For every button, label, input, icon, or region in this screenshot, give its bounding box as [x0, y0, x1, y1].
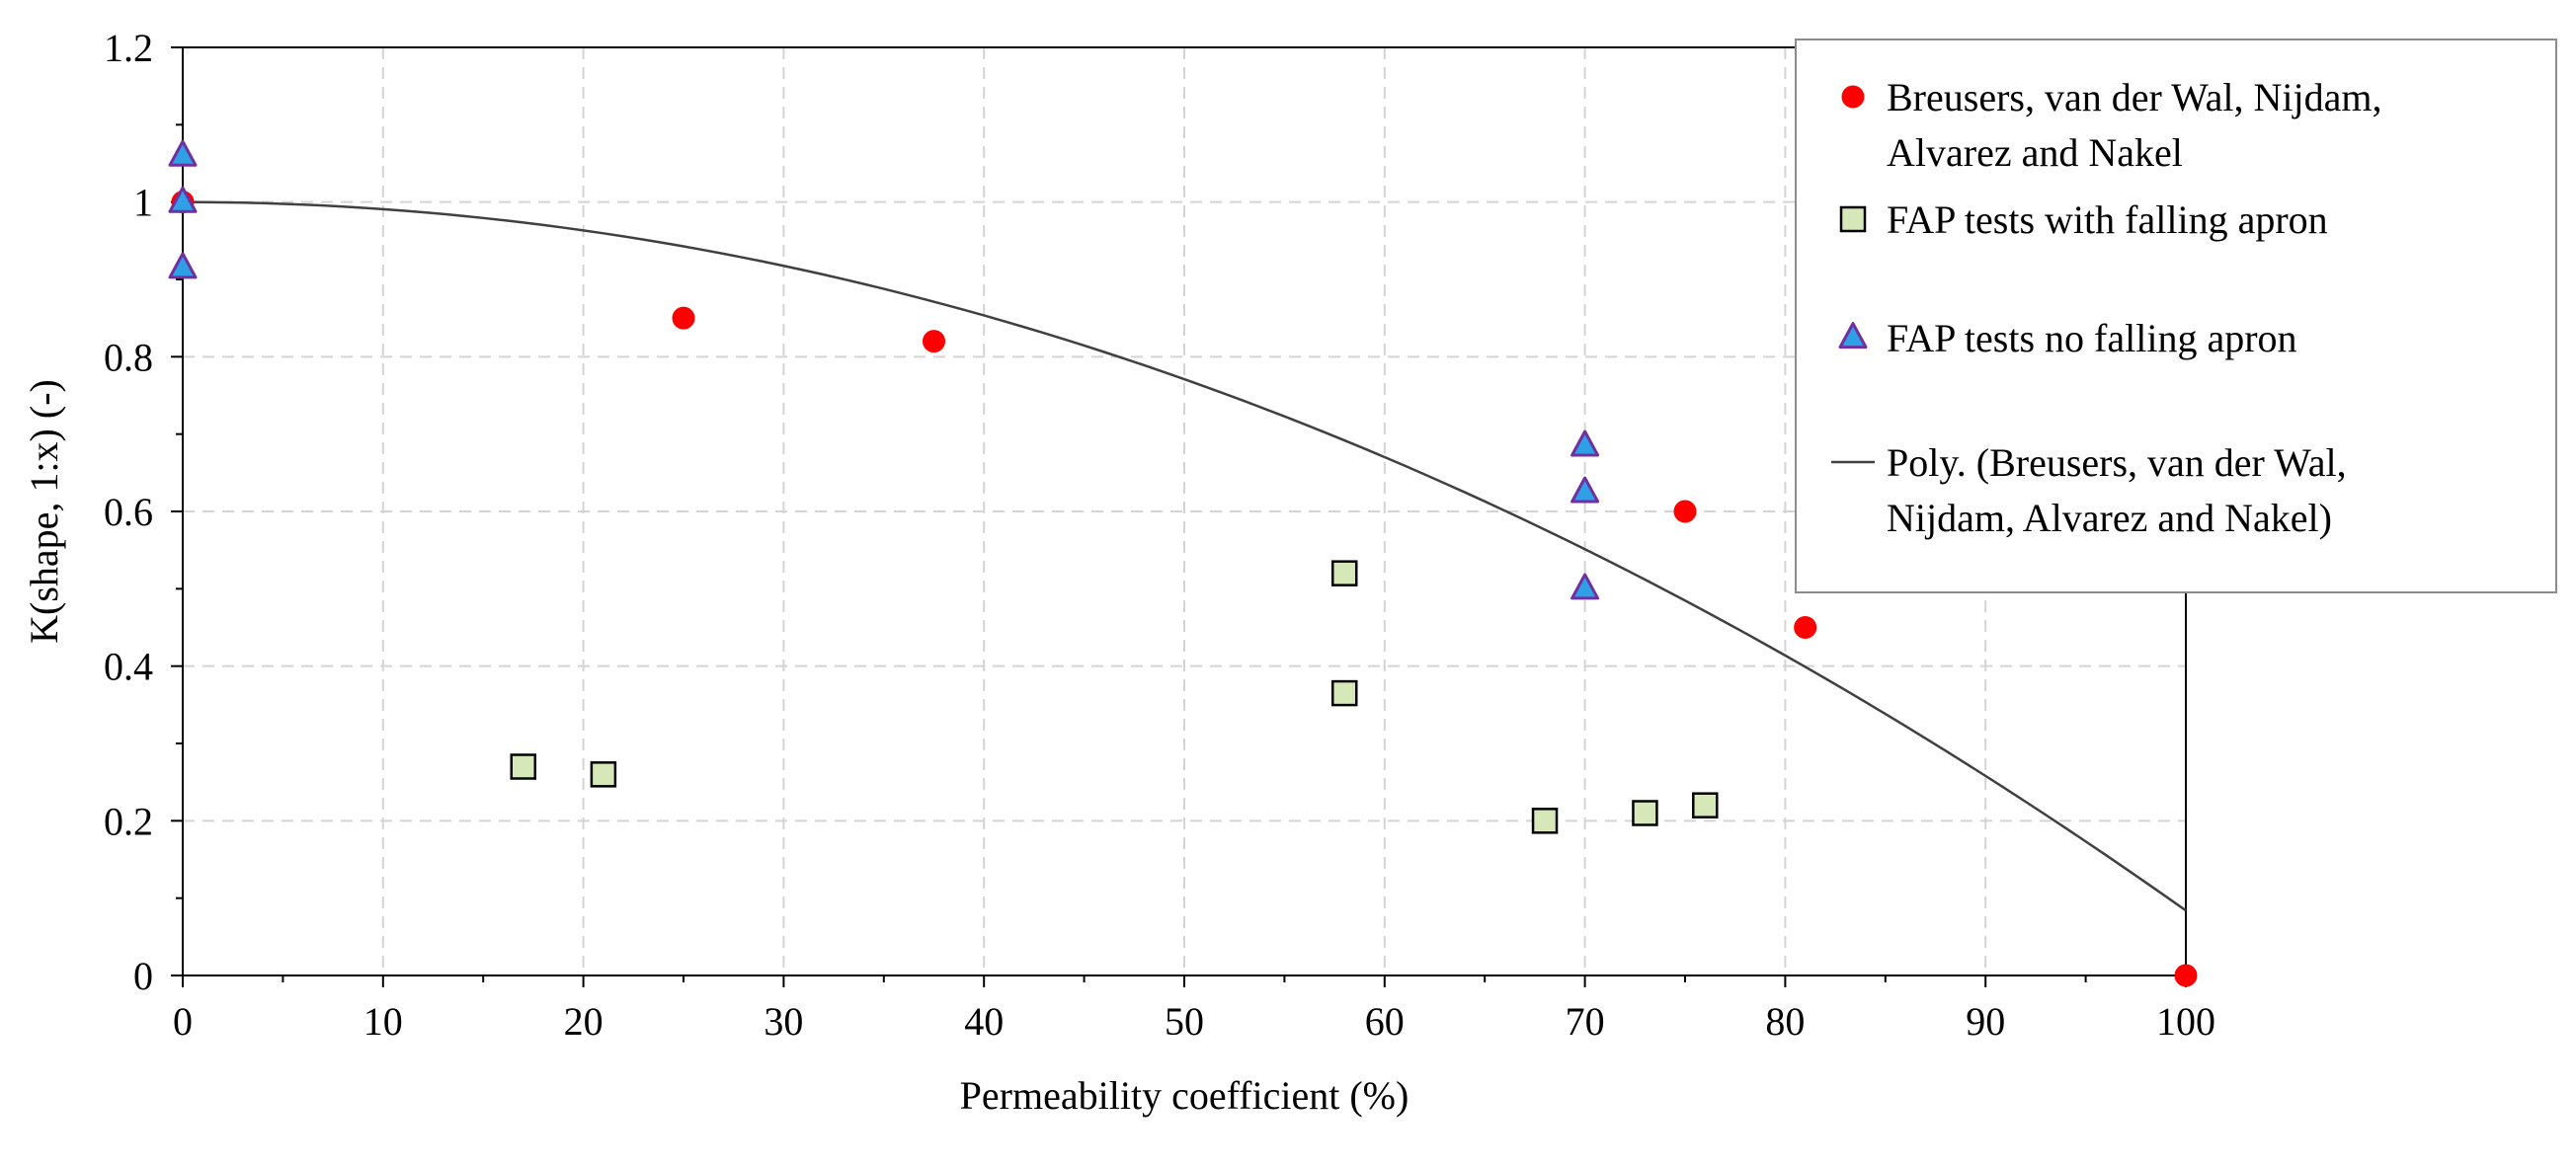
legend-label-1-0: FAP tests with falling apron	[1887, 197, 2328, 242]
legend-label-0-1: Alvarez and Nakel	[1887, 130, 2183, 175]
y-tick-label-3: 0.6	[104, 490, 153, 534]
legend-label-2-0: FAP tests no falling apron	[1887, 316, 2297, 360]
point-series-1-1	[590, 761, 617, 788]
data-points	[168, 139, 2198, 987]
point-series-2-1	[168, 186, 198, 213]
y-tick-label-4: 0.8	[104, 335, 153, 379]
y-tick-label-0: 0	[133, 954, 153, 998]
point-series-1-5	[1632, 800, 1658, 826]
x-tick-label-7: 70	[1566, 999, 1605, 1044]
legend-box	[1795, 39, 2557, 593]
axis-ticks: 0 10 20 30 40 50 60 70 80 90 100 0 0.2 0.4 0.6 0.8 1 1.2	[104, 26, 2215, 1044]
point-series-1-4	[1531, 808, 1559, 834]
point-series-1-6	[1692, 792, 1719, 818]
y-axis-title: K(shape, 1:x) (-)	[22, 379, 66, 644]
legend-label-3-1: Nijdam, Alvarez and Nakel)	[1887, 496, 2332, 540]
x-tick-label-4: 40	[964, 999, 1004, 1044]
trendline-layer	[182, 200, 2187, 912]
point-series-1-2	[1330, 560, 1358, 586]
point-series-0-5	[2174, 964, 2198, 987]
x-tick-label-10: 100	[2156, 999, 2215, 1044]
point-series-2-5	[1570, 573, 1600, 600]
point-series-2-2	[168, 252, 198, 279]
point-series-2-4	[1570, 476, 1600, 504]
point-series-0-3	[1673, 500, 1697, 523]
y-tick-label-1: 0.2	[104, 799, 153, 843]
point-series-2-3	[1570, 429, 1600, 457]
legend-marker-1	[1839, 205, 1867, 233]
point-series-1-3	[1330, 679, 1358, 707]
y-tick-label-2: 0.4	[104, 645, 153, 689]
point-series-0-1	[672, 306, 695, 330]
y-tick-label-5: 1	[133, 181, 153, 225]
x-tick-label-6: 60	[1365, 999, 1405, 1044]
x-tick-label-1: 10	[363, 999, 403, 1044]
legend-marker-0	[1841, 85, 1865, 109]
x-tick-label-2: 20	[564, 999, 604, 1044]
x-tick-label-5: 50	[1165, 999, 1204, 1044]
y-tick-label-6: 1.2	[104, 26, 153, 70]
point-series-2-0	[168, 139, 198, 167]
x-tick-label-0: 0	[173, 999, 193, 1044]
legend-label-0-0: Breusers, van der Wal, Nijdam,	[1887, 75, 2381, 119]
x-tick-label-8: 80	[1765, 999, 1805, 1044]
point-series-0-2	[923, 330, 945, 353]
legend-marker-2	[1838, 322, 1868, 350]
legend: Breusers, van der Wal, Nijdam, Alvarez an…	[1795, 39, 2557, 593]
legend-label-3-0: Poly. (Breusers, van der Wal,	[1887, 440, 2347, 485]
x-axis-title: Permeability coefficient (%)	[960, 1073, 1409, 1118]
x-tick-label-3: 30	[764, 999, 803, 1044]
point-series-1-0	[510, 753, 537, 780]
x-tick-label-9: 90	[1966, 999, 2005, 1044]
point-series-0-4	[1794, 616, 1817, 639]
trendline-series-3	[182, 200, 2187, 912]
